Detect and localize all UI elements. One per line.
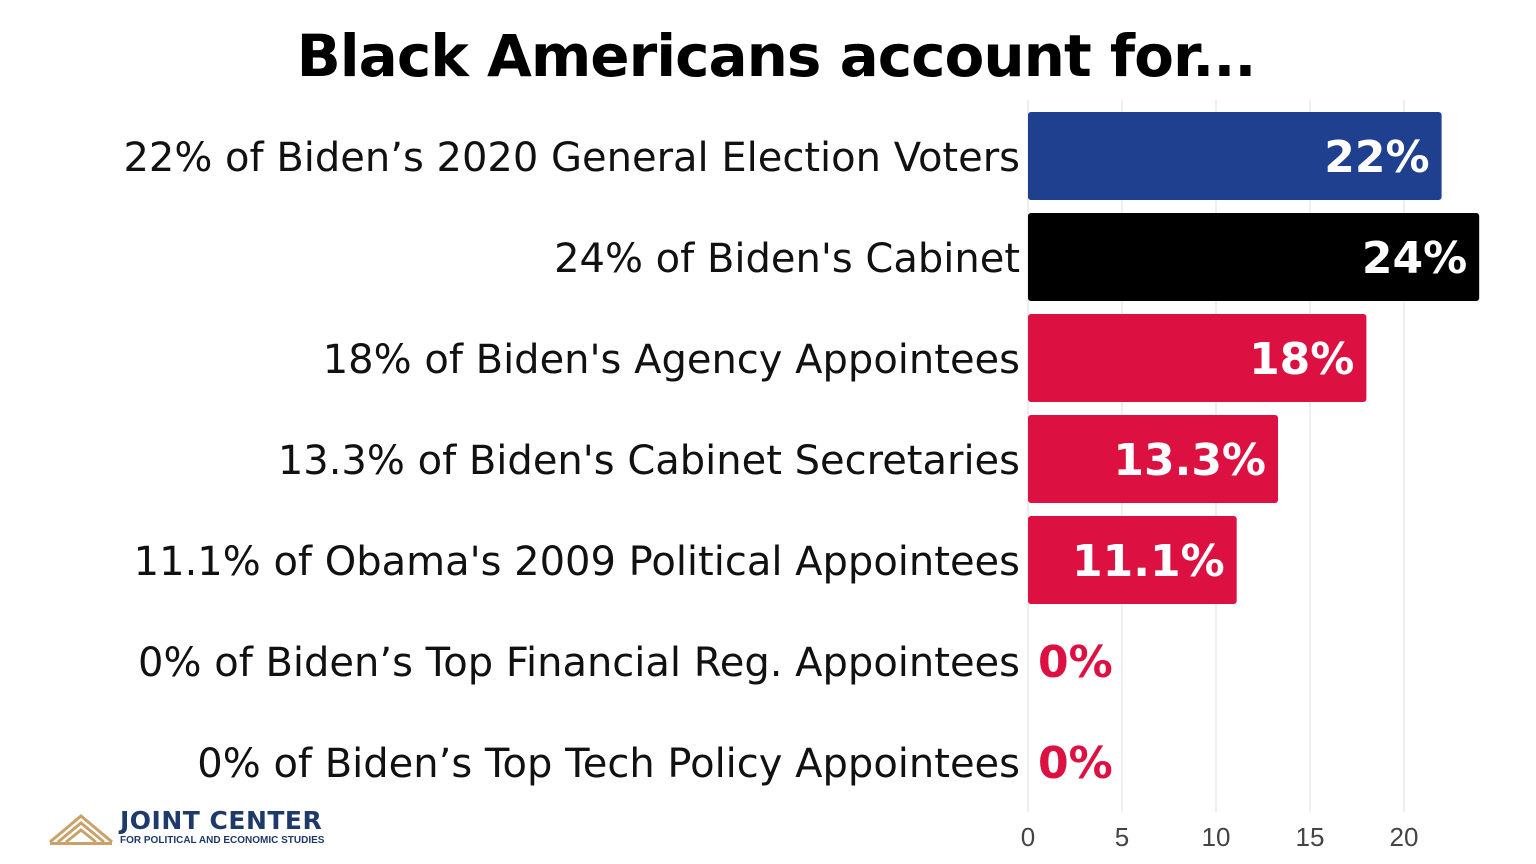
bars	[1028, 112, 1480, 604]
bar	[1028, 415, 1279, 503]
data-label: 0%	[1038, 738, 1113, 789]
category-label: 18% of Biden's Agency Appointees	[323, 337, 1020, 383]
bar	[1028, 516, 1237, 604]
bar	[1028, 112, 1442, 200]
category-label: 0% of Biden’s Top Financial Reg. Appoint…	[138, 640, 1020, 686]
category-labels: 22% of Biden’s 2020 General Election Vot…	[123, 135, 1020, 787]
category-label: 22% of Biden’s 2020 General Election Vot…	[123, 135, 1020, 181]
x-tick-label: 15	[1296, 822, 1325, 852]
x-tick-label: 20	[1390, 822, 1419, 852]
x-tick-label: 0	[1021, 822, 1035, 852]
data-label: 24%	[1362, 233, 1467, 284]
category-label: 0% of Biden’s Top Tech Policy Appointees	[197, 741, 1020, 787]
data-label: 13.3%	[1113, 435, 1266, 486]
chart-title: Black Americans account for...	[296, 22, 1257, 90]
data-label: 22%	[1324, 132, 1429, 183]
x-axis-ticks: 0 5 10 15 20	[1021, 822, 1419, 852]
data-label: 0%	[1038, 637, 1113, 688]
logo-name: JOINT CENTER	[120, 806, 323, 835]
data-label: 11.1%	[1072, 536, 1225, 587]
data-label: 18%	[1249, 334, 1354, 385]
value-labels: 22% 24%18% 13.3% 11.1% 0% 0%	[1038, 132, 1467, 789]
joint-center-logo: JOINT CENTER FOR POLITICAL AND ECONOMIC …	[48, 806, 338, 850]
x-tick-label: 10	[1202, 822, 1231, 852]
bar	[1028, 213, 1480, 301]
bar	[1028, 314, 1367, 402]
x-tick-label: 5	[1115, 822, 1129, 852]
category-label: 24% of Biden's Cabinet	[554, 236, 1020, 282]
logo-subtitle: FOR POLITICAL AND ECONOMIC STUDIES	[120, 835, 325, 846]
logo-mark-icon	[49, 814, 113, 845]
category-label: 11.1% of Obama's 2009 Political Appointe…	[134, 539, 1020, 585]
category-label: 13.3% of Biden's Cabinet Secretaries	[278, 438, 1020, 484]
